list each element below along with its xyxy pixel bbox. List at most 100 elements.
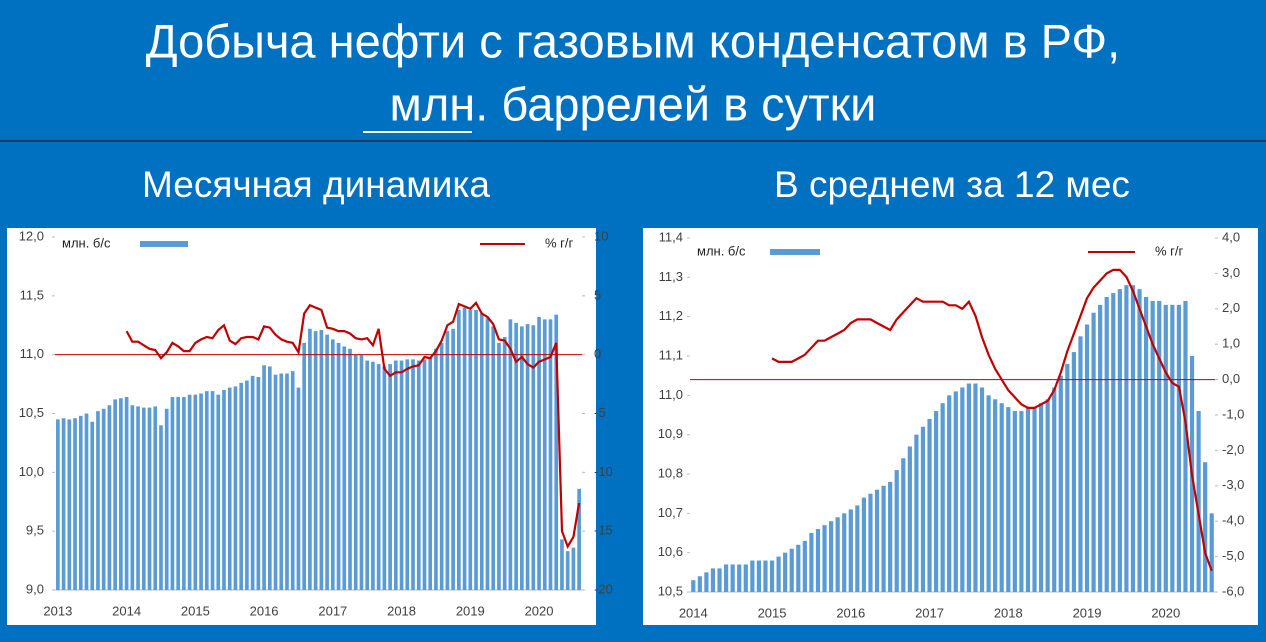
- y-tick-label: 12,0: [19, 228, 44, 243]
- bar: [737, 564, 742, 592]
- y2-tick-label: 4,0: [1222, 229, 1240, 244]
- subtitle: Месячная динамика: [142, 164, 490, 205]
- bar: [462, 307, 467, 590]
- bar: [239, 382, 244, 590]
- bar: [809, 533, 814, 592]
- bar: [193, 394, 198, 590]
- bar: [577, 488, 581, 590]
- bar: [434, 348, 438, 590]
- title-line: Добыча нефти с газовым конденсатом в РФ,: [146, 14, 1120, 67]
- y-tick-label: 11,1: [659, 347, 683, 362]
- x-tick-label: 2019: [1073, 605, 1102, 620]
- bar: [474, 309, 478, 590]
- bar: [250, 375, 255, 590]
- bar: [520, 326, 524, 590]
- bar: [353, 354, 358, 590]
- bar: [1038, 403, 1044, 592]
- bar: [479, 313, 484, 590]
- bar: [717, 568, 722, 592]
- bar: [262, 365, 266, 590]
- bar: [554, 314, 559, 590]
- bar: [842, 513, 847, 592]
- bar: [84, 413, 89, 590]
- bar: [855, 505, 860, 592]
- bar: [416, 360, 421, 590]
- bar: [113, 399, 117, 590]
- bar: [691, 580, 696, 592]
- bar: [769, 560, 775, 592]
- y2-tick-label: 0: [594, 346, 601, 361]
- bar: [894, 470, 899, 592]
- bar: [750, 560, 755, 592]
- y2-tick-label: 10: [594, 228, 608, 243]
- bar: [199, 393, 203, 590]
- bar: [159, 425, 163, 590]
- bar: [90, 421, 95, 590]
- bar: [445, 331, 450, 590]
- y-tick-label: 11,4: [659, 229, 683, 244]
- bar: [204, 391, 209, 590]
- bar: [187, 394, 192, 590]
- y2-tick-label: -4,0: [1222, 513, 1244, 528]
- y2-tick-label: 0,0: [1222, 371, 1240, 386]
- y-tick-label: 9,5: [26, 523, 44, 538]
- bar: [147, 407, 152, 590]
- bar: [1025, 407, 1031, 592]
- bar: [927, 418, 932, 592]
- bar: [1170, 304, 1175, 592]
- y2-tick-label: 3,0: [1222, 265, 1240, 280]
- bar: [1019, 411, 1024, 592]
- bar: [907, 446, 912, 592]
- bar: [107, 405, 112, 590]
- bar: [947, 395, 952, 592]
- bar: [1071, 352, 1077, 592]
- y2-tick-label: -6,0: [1222, 583, 1244, 598]
- bar: [525, 324, 530, 590]
- bar: [164, 408, 169, 590]
- y2-tick-label: -1,0: [1222, 406, 1244, 421]
- bar: [835, 517, 840, 592]
- y-tick-label: 10,8: [658, 465, 683, 480]
- bar: [993, 399, 998, 592]
- x-tick-label: 2019: [456, 603, 485, 618]
- bar: [783, 552, 788, 592]
- bar: [1196, 411, 1201, 592]
- bar: [359, 354, 364, 590]
- bar: [763, 560, 768, 592]
- bar: [1183, 300, 1188, 592]
- x-tick-label: 2014: [679, 605, 708, 620]
- bar: [308, 328, 312, 590]
- bar: [411, 359, 415, 590]
- y2-tick-label: -2,0: [1222, 442, 1244, 457]
- x-tick-label: 2017: [915, 605, 944, 620]
- bar: [405, 359, 410, 590]
- bar: [571, 547, 576, 590]
- bar: [130, 405, 135, 590]
- bar: [485, 318, 490, 590]
- bar: [966, 383, 972, 592]
- y2-tick-label: 2,0: [1222, 300, 1240, 315]
- bar: [245, 380, 249, 590]
- legend-swatch: [770, 249, 820, 255]
- legend-label: млн. б/с: [62, 235, 111, 250]
- bar: [96, 411, 100, 590]
- bar: [953, 391, 958, 592]
- bar: [365, 360, 370, 590]
- bar: [1012, 411, 1017, 592]
- bar: [508, 319, 513, 590]
- bar: [497, 342, 501, 590]
- bar: [914, 434, 919, 592]
- bar: [267, 366, 272, 590]
- bar: [371, 361, 375, 590]
- y2-tick-label: -20: [594, 581, 613, 596]
- x-tick-label: 2018: [387, 603, 416, 618]
- y-tick-label: 11,0: [20, 346, 44, 361]
- bar: [457, 309, 461, 590]
- bar: [141, 407, 146, 590]
- bar: [382, 366, 387, 590]
- bar: [330, 339, 335, 590]
- x-tick-label: 2015: [758, 605, 787, 620]
- y-tick-label: 10,7: [658, 505, 683, 520]
- line-series: [125, 301, 581, 550]
- bar: [723, 564, 729, 592]
